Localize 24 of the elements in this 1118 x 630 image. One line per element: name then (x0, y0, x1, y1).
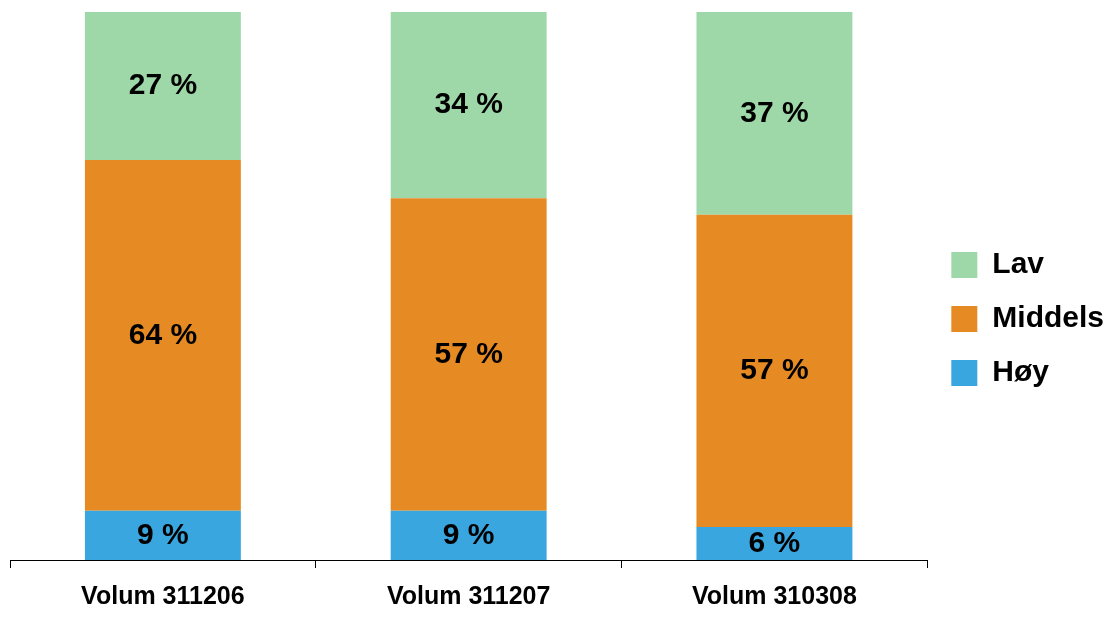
data-label: 6 % (748, 524, 801, 558)
bar (696, 527, 853, 560)
bar (84, 510, 241, 560)
data-label: 9 % (137, 516, 189, 550)
data-label: 9 % (442, 516, 495, 550)
legend-label: Middels (992, 300, 1105, 334)
data-label: 57 % (740, 352, 809, 386)
x-tick-label: Volum 311207 (386, 580, 551, 609)
data-label: 57 % (434, 335, 503, 369)
data-label: 27 % (128, 67, 198, 101)
legend-label: Lav (992, 246, 1045, 280)
legend-label: Høy (992, 354, 1050, 388)
data-label: 64 % (128, 316, 198, 350)
x-tick-label: Volum 310308 (691, 580, 857, 609)
data-label: 34 % (434, 86, 503, 120)
x-tick-label: Volum 311206 (81, 580, 245, 609)
bar (390, 510, 547, 560)
data-label: 37 % (740, 94, 809, 128)
bar (696, 12, 853, 215)
bar (696, 214, 853, 528)
bar (390, 12, 547, 199)
bar (84, 12, 241, 160)
bar (390, 198, 547, 511)
bar (84, 159, 241, 511)
